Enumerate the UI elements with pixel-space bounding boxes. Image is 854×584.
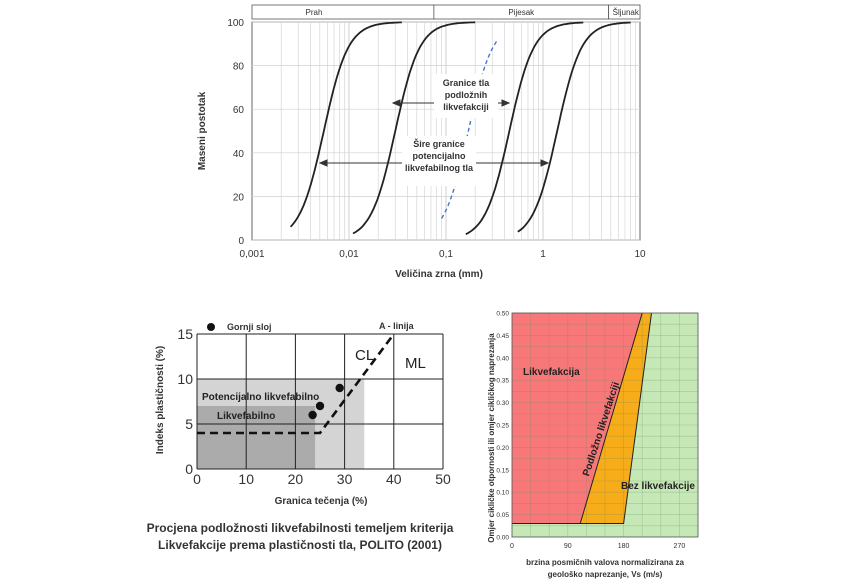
annotation-inner-line2: podložnih bbox=[445, 90, 488, 100]
plasticity-x-tick-label: 50 bbox=[435, 471, 451, 487]
shear-wave-x-axis-label-line2: geološko naprezanje, Vs (m/s) bbox=[548, 570, 663, 579]
plasticity-tick-labels: 0 10 20 30 40 50 0 5 10 15 bbox=[177, 326, 451, 487]
plasticity-x-tick-label: 0 bbox=[193, 471, 201, 487]
plasticity-x-tick-label: 30 bbox=[337, 471, 353, 487]
annotation-outer-line1: Šire granice bbox=[413, 138, 465, 149]
grain-x-axis-label: Veličina zrna (mm) bbox=[395, 269, 483, 280]
grain-y-tick-label: 0 bbox=[238, 236, 244, 247]
soil-band-label: Pijesak bbox=[508, 8, 535, 17]
shear-wave-y-tick-label: 0.05 bbox=[496, 512, 509, 519]
shear-wave-zones bbox=[512, 313, 698, 537]
annotation-inner-line1: Granice tla bbox=[443, 78, 491, 88]
grain-x-tick-label: 1 bbox=[540, 249, 546, 260]
shear-wave-y-tick-label: 0.45 bbox=[496, 333, 509, 340]
upper-layer-point bbox=[308, 410, 317, 420]
grain-y-tick-label: 40 bbox=[233, 149, 245, 160]
region-liquefiable-label: Likvefabilno bbox=[217, 411, 275, 422]
plasticity-y-axis-label: Indeks plastičnosti (%) bbox=[155, 346, 166, 454]
shear-wave-frame bbox=[511, 312, 699, 538]
soil-band-label: Šljunak bbox=[613, 8, 640, 17]
upper-layer-point bbox=[315, 401, 325, 411]
caption-line-1: Procjena podložnosti likvefabilnosti tem… bbox=[146, 521, 454, 535]
plasticity-x-axis-label: Granica tečenja (%) bbox=[275, 496, 368, 507]
shear-wave-y-axis-label: Omjer cikličke otpornosti ili omjer cikl… bbox=[487, 333, 496, 543]
shear-wave-x-axis-label-line1: brzina posmičnih valova normalizirana za bbox=[526, 558, 684, 567]
zone-ml-label: ML bbox=[405, 355, 426, 372]
annotation-box-outer bbox=[402, 136, 476, 186]
upper-layer-point bbox=[335, 383, 344, 393]
grain-x-tick-label: 0,01 bbox=[339, 249, 359, 260]
upper-layer-points bbox=[308, 383, 344, 420]
region-potential-label: Potencijalno likvefabilno bbox=[202, 392, 319, 403]
shear-wave-y-tick-label: 0.15 bbox=[496, 467, 509, 474]
a-line-label: A - linija bbox=[379, 321, 415, 331]
caption-line-2: Likvefakcije prema plastičnosti tla, POL… bbox=[158, 538, 442, 552]
plasticity-chart: 0 10 20 30 40 50 0 5 10 15 Gornji sloj A - linija… bbox=[155, 321, 451, 507]
shear-wave-y-tick-label: 0.10 bbox=[496, 490, 509, 497]
plasticity-grid bbox=[196, 333, 444, 470]
soil-bands: Prah Pijesak Šljunak bbox=[251, 4, 641, 20]
grain-y-axis-label: Maseni postotak bbox=[197, 91, 208, 170]
a-line bbox=[197, 333, 395, 435]
annotation-inner-line3: likvefakciji bbox=[443, 102, 489, 112]
liquefaction-zone bbox=[512, 313, 643, 524]
zone-cl-label: CL bbox=[355, 347, 374, 364]
grain-curves bbox=[289, 21, 631, 236]
grain-y-tick-label: 80 bbox=[233, 62, 245, 73]
annotation-box-inner bbox=[434, 74, 498, 118]
susceptible-right-boundary bbox=[512, 312, 652, 525]
grain-size-chart: Prah Pijesak Šljunak 0,001 0,01 0,1 1 10020406… bbox=[197, 4, 646, 280]
annotation-outer-line3: likvefabilnog tla bbox=[405, 163, 474, 173]
plasticity-x-tick-label: 40 bbox=[386, 471, 402, 487]
shear-wave-y-tick-label: 0.20 bbox=[496, 445, 509, 452]
plasticity-x-tick-label: 20 bbox=[288, 471, 304, 487]
shear-wave-x-tick-label: 180 bbox=[618, 543, 630, 550]
shear-wave-y-tick-label: 0.30 bbox=[496, 400, 509, 407]
soil-band-cell bbox=[608, 4, 641, 20]
shear-wave-chart: 0 90 180 270 0.00 0.05 0.10 0.15 0.20 0.25 0.30 0.3… bbox=[487, 311, 699, 579]
soil-band-label: Prah bbox=[306, 8, 323, 17]
a-line-path bbox=[197, 333, 395, 435]
grain-x-tick-label: 0,001 bbox=[239, 249, 264, 260]
annotation-outer-line2: potencijalno bbox=[412, 151, 466, 161]
shear-wave-y-tick-label: 0.50 bbox=[496, 311, 509, 318]
legend-label: Gornji sloj bbox=[227, 322, 272, 332]
grain-y-tick-label: 60 bbox=[233, 105, 245, 116]
shear-wave-y-tick-label: 0.35 bbox=[496, 378, 509, 385]
shear-wave-y-tick-label: 0.40 bbox=[496, 355, 509, 362]
zone-liquefaction-label: Likvefakcija bbox=[523, 367, 580, 378]
shear-wave-x-tick-label: 0 bbox=[510, 543, 514, 550]
grading-curve bbox=[289, 21, 402, 228]
shear-wave-y-tick-label: 0.25 bbox=[496, 423, 509, 430]
plasticity-x-tick-label: 10 bbox=[238, 471, 254, 487]
zone-no-liquefaction-label: Bez likvefakcije bbox=[621, 481, 695, 492]
plasticity-y-tick-label: 15 bbox=[177, 326, 193, 342]
shear-wave-y-tick-label: 0.00 bbox=[496, 535, 509, 542]
grading-curve bbox=[352, 21, 476, 235]
soil-band-cell bbox=[251, 4, 435, 20]
legend-marker bbox=[207, 323, 215, 331]
grain-x-tick-label: 10 bbox=[634, 249, 646, 260]
shear-wave-x-tick-label: 90 bbox=[564, 543, 572, 550]
shear-wave-x-tick-label: 270 bbox=[674, 543, 686, 550]
figure-caption: Procjena podložnosti likvefabilnosti tem… bbox=[140, 520, 460, 554]
shear-wave-grid bbox=[511, 312, 699, 538]
grain-gridlines bbox=[252, 21, 640, 241]
grading-curve bbox=[440, 39, 499, 219]
grading-curve bbox=[517, 21, 631, 233]
grain-y-tick-label: 100 bbox=[227, 18, 244, 29]
plasticity-y-tick-label: 10 bbox=[177, 371, 193, 387]
grain-y-tick-label: 20 bbox=[233, 192, 245, 203]
plasticity-y-tick-label: 0 bbox=[185, 461, 193, 477]
susceptible-zone bbox=[580, 313, 652, 524]
shear-wave-tick-labels: 0 90 180 270 0.00 0.05 0.10 0.15 0.20 0.25 0.30 0.3… bbox=[496, 311, 685, 551]
plasticity-y-tick-label: 5 bbox=[185, 416, 193, 432]
grading-curve bbox=[465, 21, 584, 236]
grain-x-tick-label: 0,1 bbox=[439, 249, 453, 260]
